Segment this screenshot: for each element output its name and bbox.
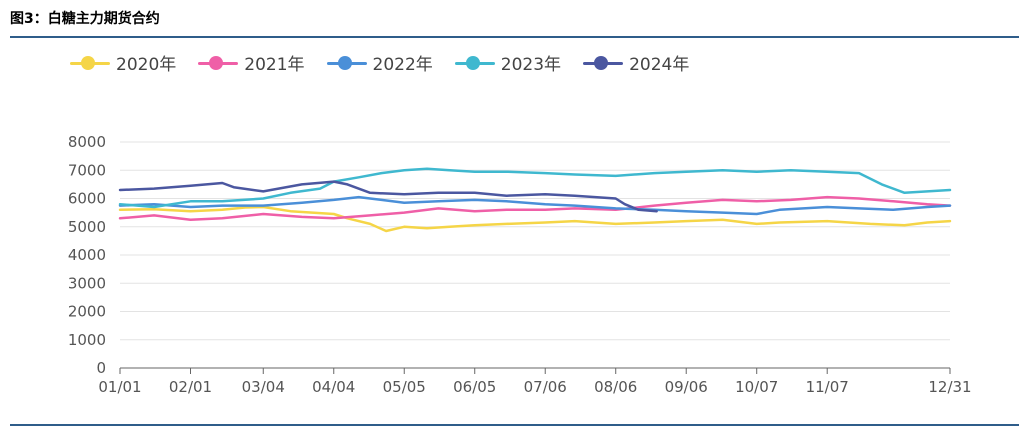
x-tick-label: 04/04	[312, 378, 355, 396]
x-tick-label: 06/05	[453, 378, 496, 396]
legend-swatch	[583, 55, 624, 70]
x-tick-label: 11/07	[806, 378, 849, 396]
legend-item[interactable]: 2021年	[198, 50, 305, 75]
y-tick-label: 6000	[68, 190, 106, 208]
legend-item[interactable]: 2020年	[70, 50, 176, 75]
x-tick-label: 02/01	[169, 378, 212, 396]
series-line-2024年	[118, 180, 658, 213]
legend-item[interactable]: 2024年	[583, 50, 689, 75]
x-tick-label: 09/06	[665, 378, 708, 396]
figure-title: 图3：白糖主力期货合约	[10, 11, 160, 27]
x-tick-label: 08/06	[594, 378, 637, 396]
series-line-2021年	[118, 195, 952, 221]
series-line-2022年	[118, 195, 952, 216]
legend-item[interactable]: 2022年	[326, 50, 433, 75]
legend-swatch	[70, 55, 110, 70]
y-tick-label: 8000	[68, 133, 106, 151]
series-group	[118, 167, 952, 233]
y-tick-label: 0	[96, 359, 106, 377]
y-tick-label: 4000	[68, 246, 106, 264]
x-tick-label: 05/05	[383, 378, 426, 396]
legend-swatch	[198, 55, 239, 70]
x-axis: 01/01 02/01 03/04 04/04 05/05 06/05 07/06 08/06…	[98, 367, 972, 396]
legend-label: 2024年	[629, 55, 690, 75]
y-tick-label: 3000	[68, 274, 106, 292]
x-tick-label: 10/07	[735, 378, 778, 396]
legend-label: 2022年	[372, 55, 433, 75]
series-line-2023年	[118, 167, 952, 209]
x-tick-label: 12/31	[928, 378, 971, 396]
x-tick-label: 01/01	[98, 378, 141, 396]
y-tick-label: 1000	[68, 331, 106, 349]
y-tick-label: 7000	[68, 161, 106, 179]
x-tick-label: 07/06	[524, 378, 567, 396]
y-tick-label: 5000	[68, 218, 106, 236]
legend-label: 2020年	[116, 55, 177, 75]
legend-swatch	[326, 55, 367, 70]
legend-item[interactable]: 2023年	[454, 50, 562, 75]
chart-legend: 2020年 2021年 2022年 2023年 2024年	[70, 50, 689, 75]
legend-label: 2021年	[244, 55, 305, 75]
legend-label: 2023年	[500, 55, 562, 75]
series-line-2020年	[118, 205, 952, 233]
y-tick-label: 2000	[68, 303, 106, 321]
x-tick-label: 03/04	[242, 378, 285, 396]
top-rule	[10, 36, 1019, 38]
y-axis: 0 1000 2000 3000 4000 5000 6000 7000 8000	[68, 133, 106, 377]
legend-swatch	[454, 55, 495, 70]
bottom-rule	[10, 424, 1019, 426]
